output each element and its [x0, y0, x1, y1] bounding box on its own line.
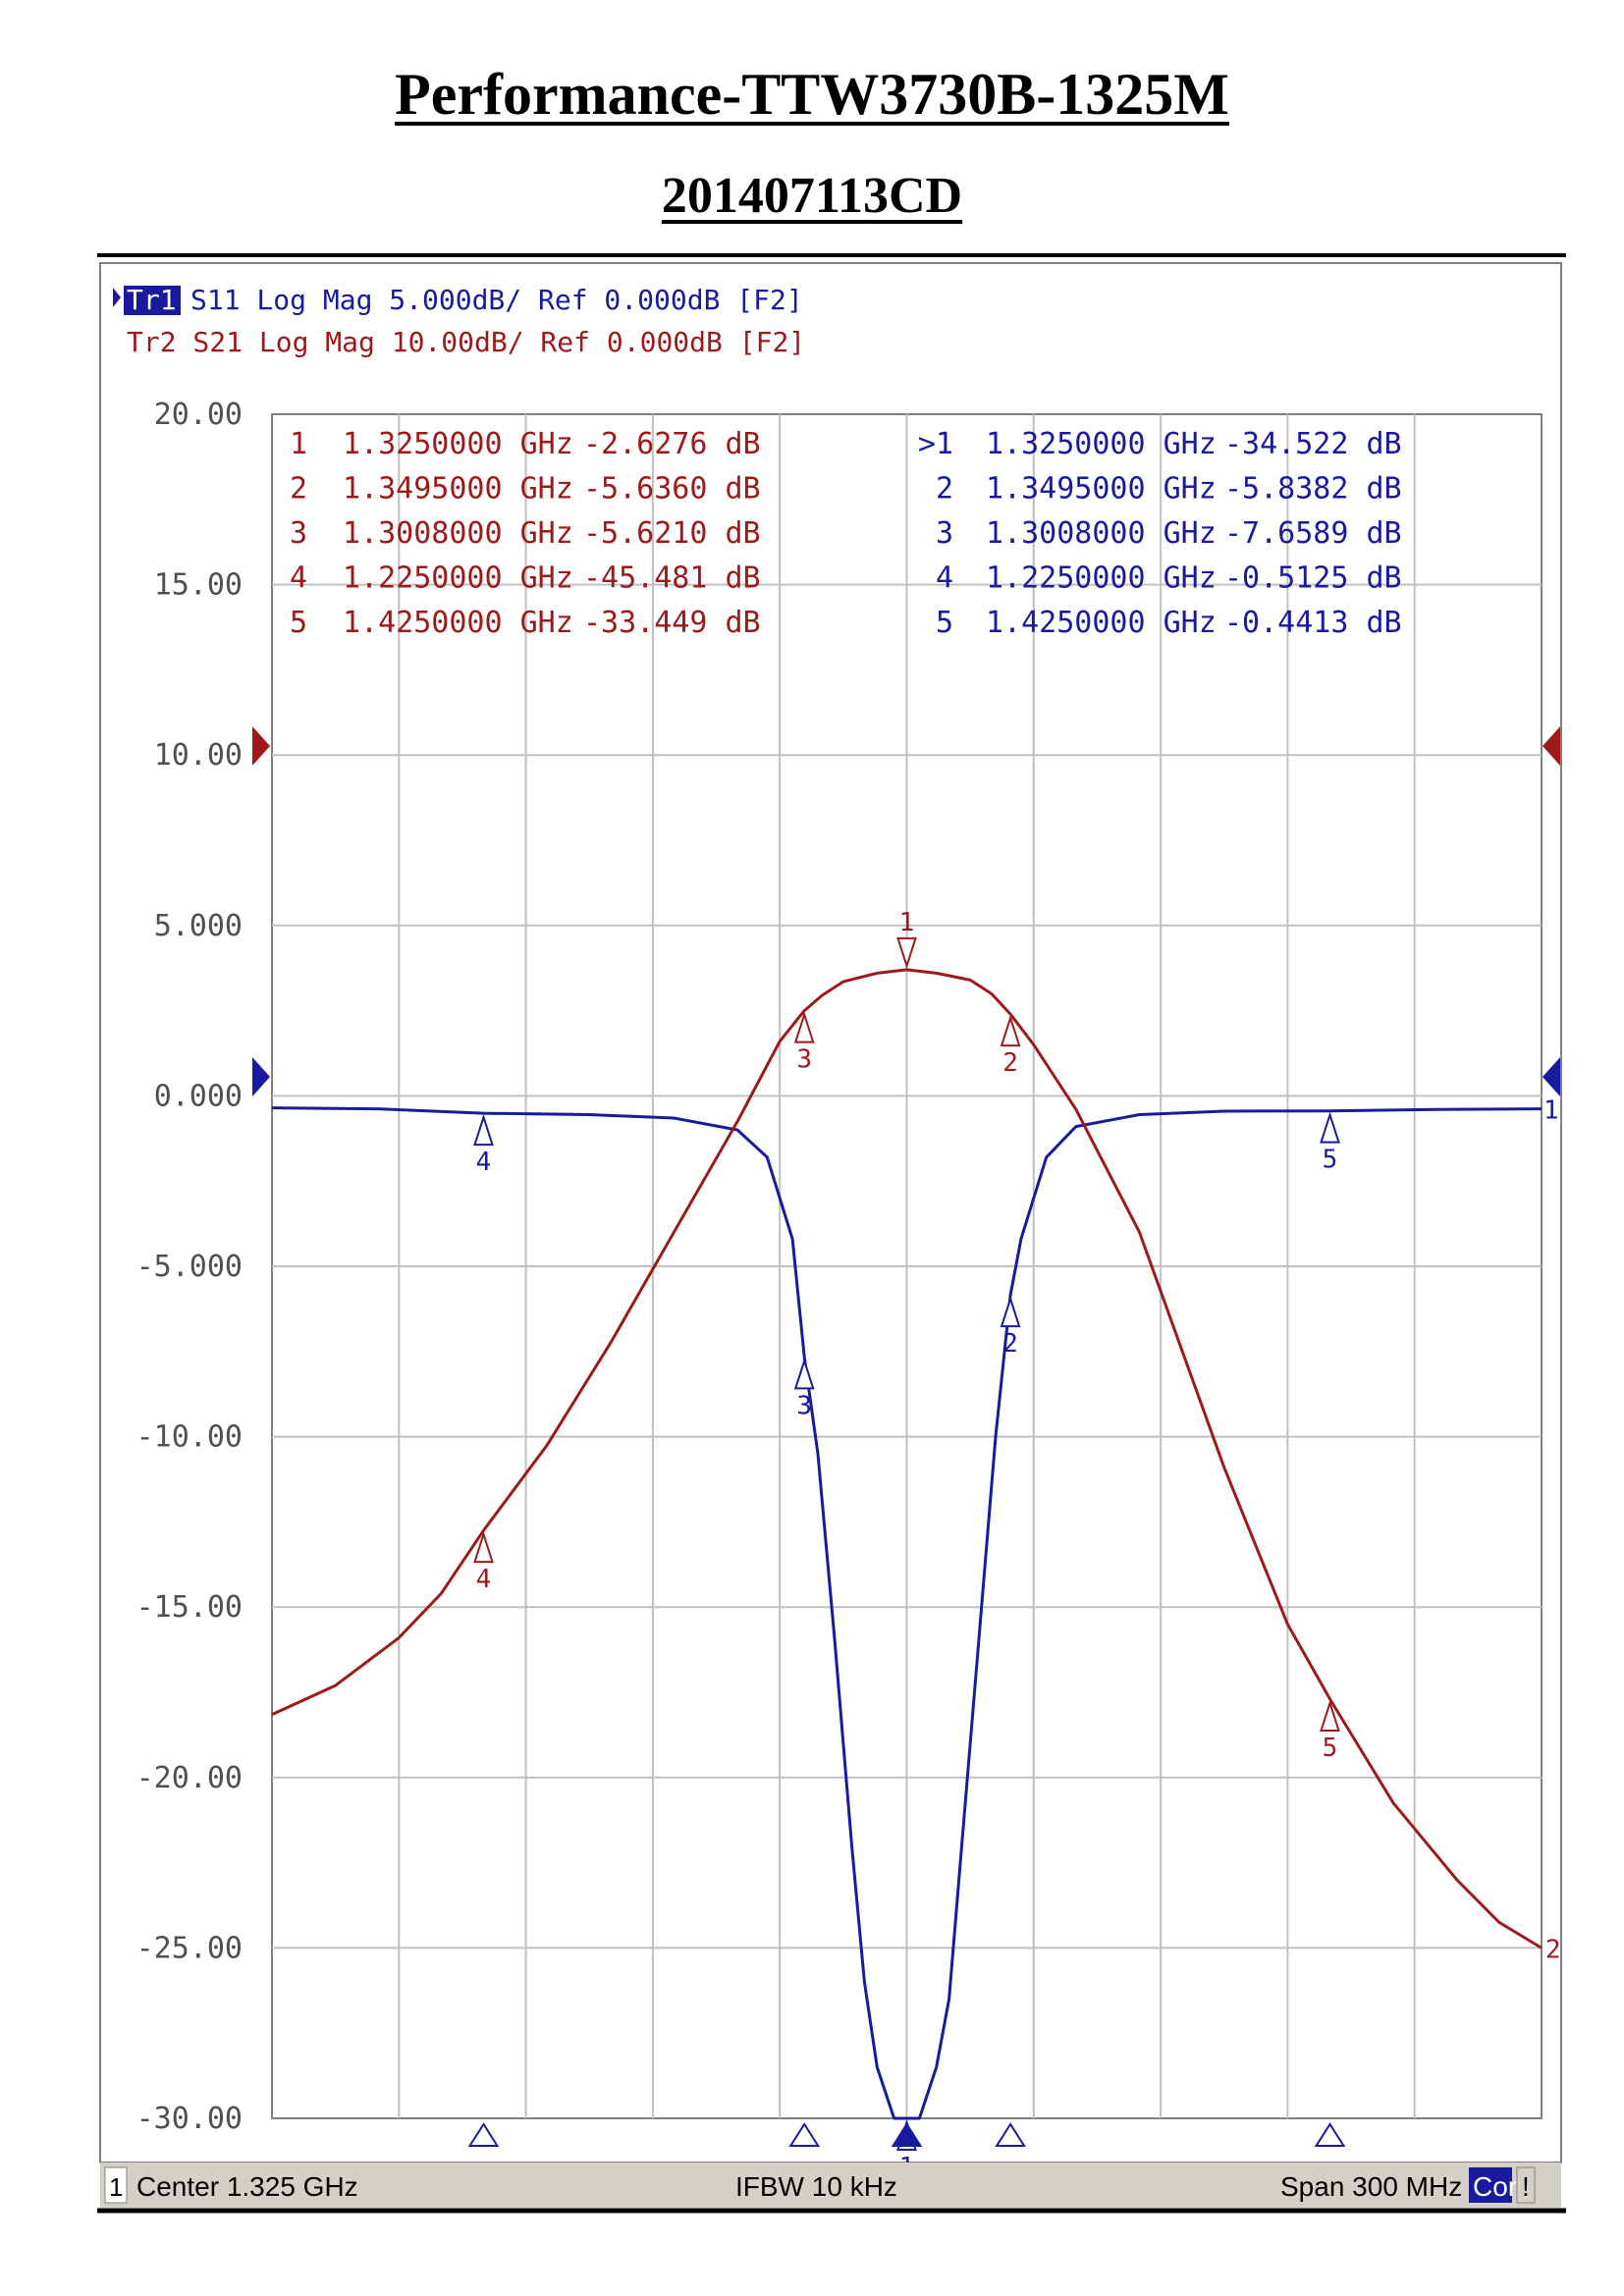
marker-s21-2[interactable]	[1000, 1014, 1021, 1047]
status-channel: 1	[109, 2172, 123, 2202]
alert-indicator[interactable]: !	[1522, 2171, 1530, 2202]
trace-s11[interactable]	[271, 1106, 1543, 2120]
cor-badge[interactable]: Cor	[1473, 2171, 1517, 2202]
marker-table-num: 2	[290, 472, 307, 507]
marker-table-freq: 1.2250000 GHz	[986, 561, 1217, 596]
s21-ref-right-arrow-icon[interactable]	[1543, 726, 1560, 766]
s11-ref-left-arrow-icon[interactable]	[252, 1057, 270, 1096]
trace-s21[interactable]	[271, 968, 1543, 1949]
marker-position-indicator[interactable]	[467, 2122, 500, 2147]
y-tick-label: -30.00	[136, 2102, 243, 2136]
y-tick-label: 10.00	[154, 738, 243, 773]
marker-table-freq: 1.3008000 GHz	[986, 516, 1217, 551]
marker-label: 3	[796, 1391, 812, 1420]
marker-table-num: >1	[918, 427, 953, 461]
marker-table-freq: 1.3495000 GHz	[986, 472, 1217, 507]
screen-border	[99, 262, 1562, 2163]
marker-table-num: 1	[290, 427, 307, 461]
marker-table-num: 3	[290, 516, 307, 551]
y-tick-label: 0.000	[154, 1079, 243, 1113]
marker-table-freq: 1.3250000 GHz	[343, 427, 573, 461]
s11-ref-right-arrow-icon[interactable]	[1543, 1057, 1560, 1096]
y-tick-label: -15.00	[136, 1590, 243, 1625]
status-center[interactable]: Center 1.325 GHz	[136, 2171, 358, 2202]
marker-table-freq: 1.4250000 GHz	[343, 606, 573, 640]
document-subtitle: 201407113CD	[661, 168, 963, 224]
marker-s21-1[interactable]	[896, 936, 917, 970]
marker-label: 4	[476, 1565, 492, 1594]
marker-s21-3[interactable]	[793, 1011, 815, 1043]
marker-s11-2[interactable]	[1000, 1295, 1021, 1328]
alert-box	[1516, 2166, 1536, 2204]
marker-table-num: 2	[936, 472, 953, 507]
marker-table-value: -5.6360 dB	[583, 472, 761, 507]
marker-label: 5	[1323, 1734, 1338, 1763]
trace1-tag[interactable]: Tr1	[127, 284, 177, 316]
status-ifbw[interactable]: IFBW 10 kHz	[735, 2171, 897, 2202]
y-tick-label: -25.00	[136, 1931, 243, 1965]
y-tick-label: 20.00	[154, 398, 243, 432]
trace1-tag-bg	[124, 286, 181, 315]
marker-table-value: -45.481 dB	[583, 561, 761, 596]
status-channel-box[interactable]	[104, 2166, 128, 2204]
marker-table-value: -33.449 dB	[583, 606, 761, 640]
s21-ref-left-arrow-icon[interactable]	[252, 726, 270, 766]
analyzer-chart: Tr1 S11 Log Mag 5.000dB/ Ref 0.000dB [F2…	[97, 253, 1566, 2214]
y-tick-label: 15.00	[154, 568, 243, 603]
marker-table-freq: 1.3008000 GHz	[343, 516, 573, 551]
trace2-header: Tr2 S21 Log Mag 10.00dB/ Ref 0.000dB [F2…	[127, 326, 805, 358]
y-tick-label: -20.00	[136, 1761, 243, 1795]
status-bar	[100, 2163, 1561, 2208]
marker-table-num: 3	[936, 516, 953, 551]
marker-table-value: -7.6589 dB	[1224, 516, 1402, 551]
marker-position-indicator[interactable]	[891, 2122, 923, 2147]
y-tick-labels: 20.00 15.00 10.00 5.000 0.000 -5.000 -10.00 -15…	[136, 398, 243, 2136]
marker-s21-4[interactable]	[473, 1530, 494, 1564]
marker-label: 1	[899, 908, 915, 937]
marker-s11-5[interactable]	[1320, 1111, 1340, 1144]
cor-badge-bg	[1469, 2167, 1512, 2203]
marker-table-num: 5	[936, 606, 953, 640]
marker-table-value: -2.6276 dB	[583, 427, 761, 461]
marker-table-value: -0.4413 dB	[1224, 606, 1402, 640]
marker-s11-4[interactable]	[473, 1113, 494, 1147]
marker-position-indicator[interactable]	[788, 2122, 821, 2147]
marker-position-indicator[interactable]	[995, 2122, 1026, 2147]
marker-table-value: -5.8382 dB	[1224, 472, 1402, 507]
marker-table-s11: >1 1.3250000 GHz -34.522 dB2 1.3495000 GHz -…	[918, 427, 1402, 640]
marker-table-freq: 1.4250000 GHz	[986, 606, 1217, 640]
marker-label: 5	[1323, 1146, 1338, 1175]
document-title: Performance-TTW3730B-1325M	[395, 62, 1229, 127]
trace-end-label: 1	[1543, 1096, 1559, 1126]
y-tick-label: -5.000	[136, 1250, 243, 1284]
trace-end-label: 2	[1545, 1935, 1561, 1964]
marker-table-num: 4	[936, 561, 953, 596]
marker-table-s21: 1 1.3250000 GHz -2.6276 dB 2 1.3495000 GHz -5…	[290, 427, 761, 640]
marker-label: 2	[1002, 1048, 1018, 1078]
marker-table-value: -34.522 dB	[1224, 427, 1402, 461]
y-tick-label: -10.00	[136, 1420, 243, 1455]
status-span[interactable]: Span 300 MHz	[1280, 2171, 1462, 2202]
analyzer-screen: Tr1 S11 Log Mag 5.000dB/ Ref 0.000dB [F2…	[97, 253, 1566, 2215]
marker-table-value: -5.6210 dB	[583, 516, 761, 551]
marker-s11-3[interactable]	[793, 1358, 815, 1390]
marker-label: 4	[476, 1148, 492, 1177]
grid	[271, 413, 1543, 2119]
marker-label: 3	[796, 1045, 812, 1075]
marker-table-num: 5	[290, 606, 307, 640]
marker-table-value: -0.5125 dB	[1224, 561, 1402, 596]
marker-label: 2	[1002, 1329, 1018, 1359]
marker-table-freq: 1.3250000 GHz	[986, 427, 1217, 461]
active-trace-arrow-icon	[113, 288, 121, 307]
marker-position-indicator[interactable]	[1314, 2122, 1346, 2147]
marker-table-num: 4	[290, 561, 307, 596]
y-tick-label: 5.000	[154, 909, 243, 943]
traces	[271, 968, 1543, 2120]
trace1-header: S11 Log Mag 5.000dB/ Ref 0.000dB [F2]	[190, 284, 803, 316]
marker-s21-5[interactable]	[1320, 1699, 1340, 1732]
marker-table-freq: 1.2250000 GHz	[343, 561, 573, 596]
marker-table-freq: 1.3495000 GHz	[343, 472, 573, 507]
